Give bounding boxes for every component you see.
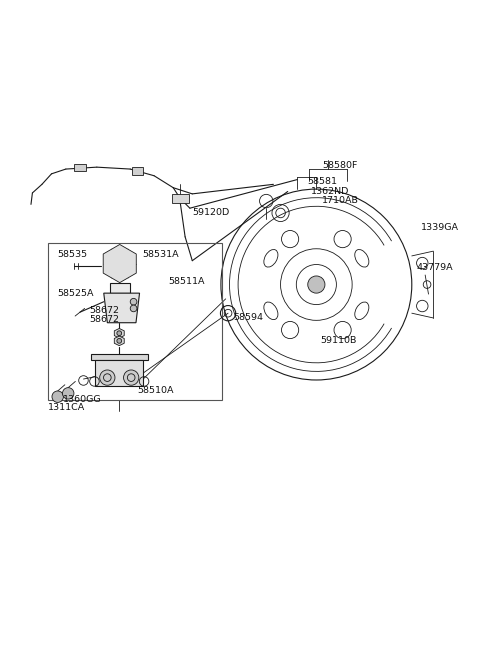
- Circle shape: [62, 388, 74, 399]
- Text: 58580F: 58580F: [323, 160, 358, 170]
- Text: 1710AB: 1710AB: [322, 196, 359, 204]
- Text: 1311CA: 1311CA: [48, 403, 85, 412]
- Polygon shape: [114, 336, 124, 346]
- Text: 58525A: 58525A: [58, 289, 94, 297]
- Circle shape: [308, 276, 325, 293]
- Text: 58672: 58672: [90, 315, 120, 324]
- Text: 59120D: 59120D: [193, 208, 230, 217]
- Circle shape: [109, 253, 130, 274]
- Circle shape: [130, 299, 137, 305]
- Text: 58581: 58581: [307, 178, 337, 187]
- Bar: [110, 283, 130, 293]
- Text: 59110B: 59110B: [320, 337, 357, 345]
- Bar: [74, 164, 86, 172]
- Text: 1360GG: 1360GG: [62, 394, 101, 403]
- Text: 58594: 58594: [233, 312, 263, 322]
- Text: 1362ND: 1362ND: [311, 187, 349, 195]
- Circle shape: [123, 370, 139, 385]
- Polygon shape: [104, 293, 140, 323]
- Text: 58510A: 58510A: [137, 386, 174, 395]
- Bar: [48, 242, 222, 400]
- Bar: [96, 360, 143, 386]
- Text: 1339GA: 1339GA: [421, 223, 459, 232]
- Polygon shape: [114, 328, 124, 338]
- Circle shape: [117, 331, 121, 335]
- Text: 58672: 58672: [90, 307, 120, 315]
- Circle shape: [117, 339, 121, 343]
- Bar: [172, 194, 189, 204]
- Circle shape: [100, 370, 115, 385]
- Text: 58535: 58535: [58, 250, 88, 259]
- Bar: [91, 354, 148, 360]
- Polygon shape: [103, 244, 136, 283]
- Circle shape: [52, 391, 63, 402]
- Circle shape: [130, 305, 137, 312]
- Text: 58511A: 58511A: [168, 276, 205, 286]
- Text: 43779A: 43779A: [417, 263, 453, 272]
- Text: 58531A: 58531A: [142, 250, 179, 259]
- Bar: [132, 167, 143, 175]
